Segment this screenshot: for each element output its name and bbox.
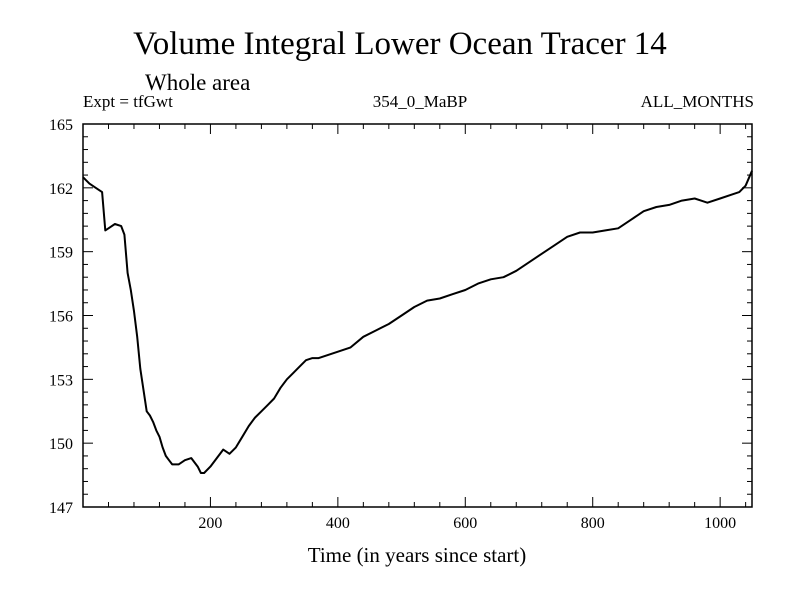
months-label: ALL_MONTHS <box>640 92 754 111</box>
y-tick-label: 156 <box>49 309 73 326</box>
series-line <box>82 170 753 474</box>
x-tick-label: 800 <box>581 515 605 532</box>
tick-labels: 200 400 600 800 1000 147 150 153 156 159 162 165 <box>49 117 736 532</box>
y-tick-label: 153 <box>49 372 73 389</box>
axis-ticks <box>83 124 752 507</box>
y-tick-label: 162 <box>49 181 73 198</box>
y-tick-label: 165 <box>49 117 73 134</box>
y-tick-label: 159 <box>49 245 73 262</box>
x-axis-label: Time (in years since start) <box>307 543 527 567</box>
x-tick-label: 600 <box>453 515 477 532</box>
plot-frame <box>82 123 753 508</box>
x-tick-label: 400 <box>326 515 350 532</box>
chart-subtitle: Whole area <box>145 70 251 95</box>
experiment-label: Expt = tfGwt <box>83 92 173 111</box>
x-tick-label: 1000 <box>704 515 736 532</box>
chart-title: Volume Integral Lower Ocean Tracer 14 <box>133 26 667 62</box>
y-tick-label: 147 <box>49 500 73 517</box>
x-tick-label: 200 <box>198 515 222 532</box>
y-tick-label: 150 <box>49 436 73 453</box>
period-label: 354_0_MaBP <box>372 92 468 111</box>
